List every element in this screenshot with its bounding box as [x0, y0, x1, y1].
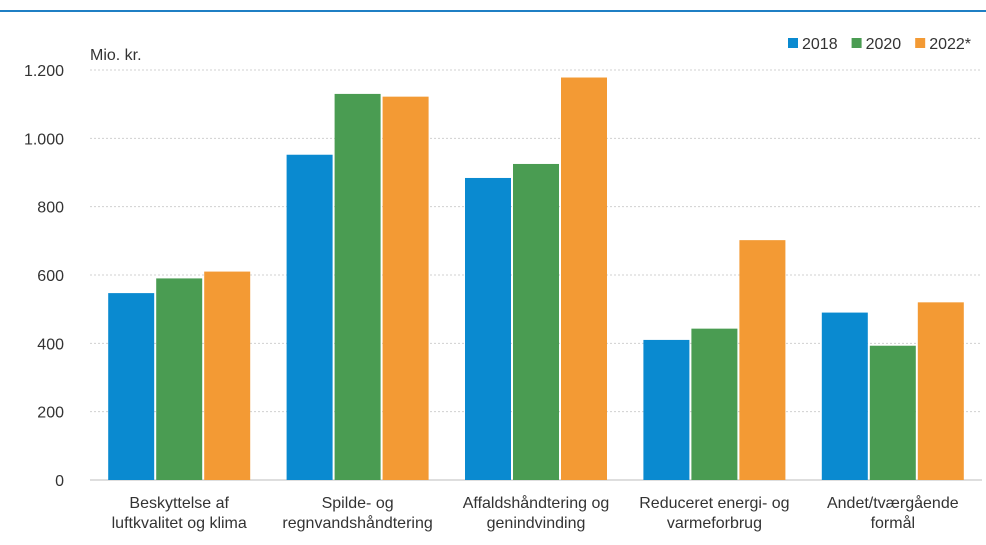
bars [108, 77, 964, 481]
bar-2018-1 [108, 293, 155, 480]
legend-swatch [915, 38, 926, 48]
bar-2020-1 [156, 278, 203, 480]
category-label: Spilde- og [322, 495, 394, 512]
category-labels: Beskyttelse af luftkvalitet og klima Spild… [112, 494, 959, 532]
y-tick-labels: 0 200 400 600 800 1.000 1.200 [24, 63, 64, 490]
category-label: Andet/tværgående [827, 494, 959, 512]
category-label: genindvinding [487, 515, 586, 532]
legend-label: 2022* [929, 36, 971, 53]
y-tick-label: 600 [37, 268, 64, 285]
y-tick-label: 200 [37, 405, 64, 422]
bar-2018-3 [465, 177, 511, 480]
category-label: Reduceret energi- og [639, 495, 789, 512]
y-tick-label: 1.000 [24, 131, 64, 148]
bar-2022-3 [561, 77, 607, 481]
y-tick-label: 0 [55, 473, 64, 490]
bar-2018-4 [643, 339, 690, 480]
bar-2018-5 [821, 312, 868, 480]
bar-2020-5 [869, 345, 916, 480]
y-tick-label: 400 [37, 336, 64, 353]
category-label: formål [871, 514, 915, 532]
bar-2022-5 [917, 302, 964, 480]
legend: 2018 2020 2022* [788, 36, 971, 53]
category-label: Beskyttelse af [129, 495, 229, 512]
category-label: varmeforbrug [667, 515, 762, 532]
y-axis-unit-label: Mio. kr. [90, 47, 142, 64]
category-label: Affaldshåndtering og [463, 494, 609, 512]
bar-2022-1 [204, 271, 251, 480]
bar-2022-4 [739, 240, 786, 480]
y-tick-label: 1.200 [24, 63, 64, 80]
bar-2018-2 [286, 154, 333, 480]
legend-swatch [788, 38, 798, 48]
legend-label: 2018 [802, 36, 838, 53]
bar-2020-3 [513, 163, 559, 481]
category-label: luftkvalitet og klima [112, 515, 247, 532]
legend-label: 2020 [866, 36, 902, 53]
bar-2020-4 [691, 328, 738, 480]
bar-2022-2 [382, 96, 429, 481]
y-tick-label: 800 [37, 200, 64, 217]
legend-swatch [851, 38, 862, 48]
top-rule [0, 10, 986, 12]
bar-2020-2 [334, 93, 381, 481]
category-label: regnvandshåndtering [282, 514, 432, 532]
